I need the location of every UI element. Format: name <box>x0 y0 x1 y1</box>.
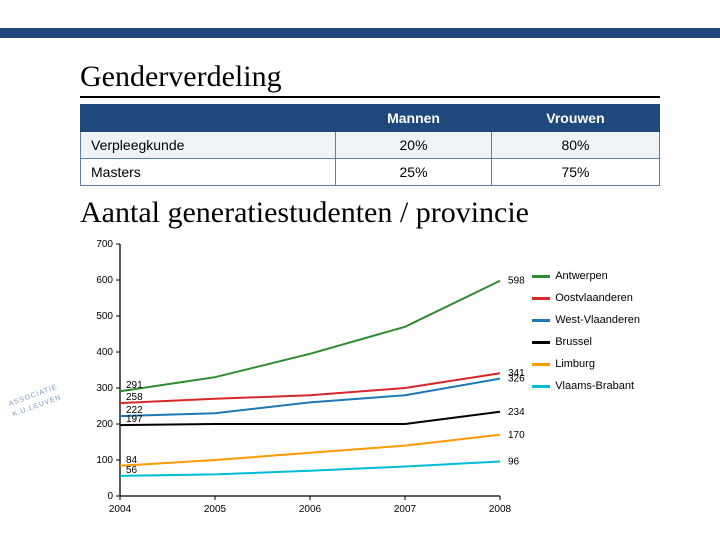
legend-label: West-Vlaanderen <box>555 314 640 326</box>
table-header-vrouwen: Vrouwen <box>491 105 659 132</box>
svg-text:300: 300 <box>96 383 113 394</box>
legend-item: West-Vlaanderen <box>532 314 640 326</box>
svg-text:598: 598 <box>508 276 525 287</box>
svg-text:96: 96 <box>508 456 520 467</box>
svg-text:0: 0 <box>107 491 113 502</box>
cell-vrouwen: 80% <box>491 132 659 159</box>
svg-text:500: 500 <box>96 311 113 322</box>
cell-mannen: 20% <box>336 132 492 159</box>
svg-text:170: 170 <box>508 430 525 441</box>
svg-text:400: 400 <box>96 347 113 358</box>
svg-text:326: 326 <box>508 374 525 385</box>
legend-label: Oostvlaanderen <box>555 292 633 304</box>
svg-text:56: 56 <box>126 465 138 476</box>
legend-swatch <box>532 297 550 300</box>
svg-text:600: 600 <box>96 275 113 286</box>
legend-swatch <box>532 275 550 278</box>
gender-table: Mannen Vrouwen Verpleegkunde 20% 80% Mas… <box>80 104 660 186</box>
line-chart: 0 100 200 300 400 500 600 700 2004 2005 2006 2007 20… <box>70 234 630 524</box>
legend-item: Antwerpen <box>532 270 640 282</box>
svg-text:197: 197 <box>126 414 143 425</box>
title-genderverdeling: Genderverdeling <box>80 60 660 98</box>
legend-swatch <box>532 363 550 366</box>
slide-content: Genderverdeling Mannen Vrouwen Verpleegk… <box>0 38 720 524</box>
svg-text:2004: 2004 <box>109 504 132 515</box>
legend-swatch <box>532 319 550 322</box>
row-label: Verpleegkunde <box>81 132 336 159</box>
svg-text:258: 258 <box>126 392 143 403</box>
cell-mannen: 25% <box>336 159 492 186</box>
svg-text:700: 700 <box>96 239 113 250</box>
svg-text:100: 100 <box>96 455 113 466</box>
cell-vrouwen: 75% <box>491 159 659 186</box>
legend-label: Antwerpen <box>555 270 608 282</box>
title-chart: Aantal generatiestudenten / provincie <box>80 196 660 230</box>
legend-label: Vlaams-Brabant <box>555 380 634 392</box>
legend-label: Limburg <box>555 358 595 370</box>
svg-text:2005: 2005 <box>204 504 227 515</box>
row-label: Masters <box>81 159 336 186</box>
chart-legend: Antwerpen Oostvlaanderen West-Vlaanderen Br… <box>532 270 640 402</box>
legend-item: Limburg <box>532 358 640 370</box>
legend-swatch <box>532 341 550 344</box>
svg-text:2008: 2008 <box>489 504 512 515</box>
legend-item: Oostvlaanderen <box>532 292 640 304</box>
svg-text:200: 200 <box>96 419 113 430</box>
svg-text:2007: 2007 <box>394 504 417 515</box>
table-row: Masters 25% 75% <box>81 159 660 186</box>
legend-item: Vlaams-Brabant <box>532 380 640 392</box>
table-row: Verpleegkunde 20% 80% <box>81 132 660 159</box>
legend-label: Brussel <box>555 336 592 348</box>
table-header-blank <box>81 105 336 132</box>
legend-item: Brussel <box>532 336 640 348</box>
top-divider <box>0 28 720 38</box>
legend-swatch <box>532 385 550 388</box>
table-header-mannen: Mannen <box>336 105 492 132</box>
svg-text:2006: 2006 <box>299 504 322 515</box>
svg-text:291: 291 <box>126 380 143 391</box>
svg-text:234: 234 <box>508 407 525 418</box>
